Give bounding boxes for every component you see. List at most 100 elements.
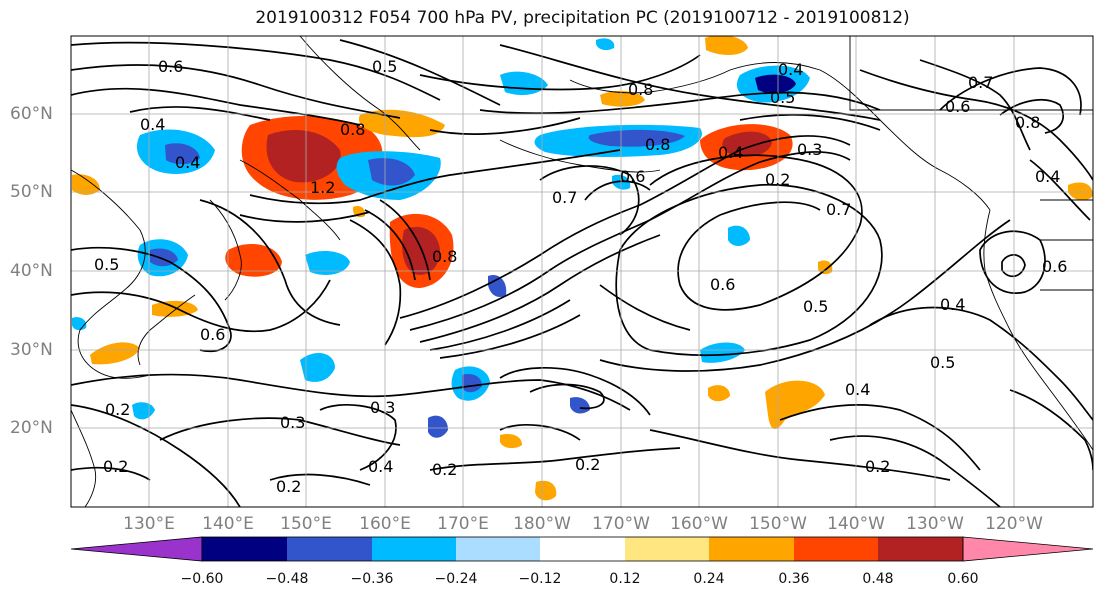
colorbar-tick-label: −0.12 <box>518 571 562 587</box>
contour-label: 0.3 <box>797 140 822 159</box>
precip-positive-area <box>722 131 772 157</box>
precip-negative-area <box>428 415 448 438</box>
colorbar-bin <box>625 537 709 561</box>
pv-contour <box>939 67 1082 116</box>
precip-positive-area <box>266 130 341 183</box>
pv-contour <box>1029 159 1091 221</box>
colorbar-tick-label: 0.36 <box>778 571 810 587</box>
precip-negative-area <box>300 353 335 382</box>
pv-contour <box>269 473 371 486</box>
contour-label: 0.2 <box>865 457 890 476</box>
coastline-path <box>71 169 151 379</box>
coastline-path <box>569 62 821 94</box>
pv-contour <box>439 314 581 359</box>
longitude-label: 160°E <box>359 514 411 534</box>
contour-label: 0.5 <box>803 297 828 316</box>
pv-contour <box>539 165 640 236</box>
pv-contour <box>615 183 883 357</box>
contour-label: 0.4 <box>140 115 165 134</box>
longitude-label: 170°W <box>592 514 650 534</box>
colorbar-tick-label: −0.36 <box>350 571 394 587</box>
contour-label: 0.7 <box>552 188 577 207</box>
contour-label: 0.6 <box>710 275 735 294</box>
contour-label: 0.8 <box>340 120 365 139</box>
contour-label: 0.8 <box>432 247 457 266</box>
latitude-label: 50°N <box>10 182 53 202</box>
contour-label: 0.2 <box>432 460 457 479</box>
contour-label: 0.5 <box>372 57 397 76</box>
precip-negative-area <box>755 74 796 94</box>
contour-label: 0.2 <box>103 457 128 476</box>
precip-negative-area <box>570 397 590 414</box>
pv-contour <box>499 367 651 416</box>
pv-contour <box>129 106 271 121</box>
colorbar-frame <box>201 536 964 562</box>
colorbar <box>70 536 1094 562</box>
colorbar-extend-low <box>70 536 203 562</box>
contour-label: 0.6 <box>200 325 225 344</box>
coastline-path <box>137 294 196 366</box>
precip-positive-area <box>1068 182 1093 201</box>
pv-contour <box>584 180 651 201</box>
precip-positive-area <box>708 385 730 402</box>
colorbar-bin <box>540 537 625 561</box>
pv-contour <box>339 39 501 106</box>
pv-contour <box>319 404 397 471</box>
contour-label: 1.2 <box>310 178 335 197</box>
contour-label: 0.3 <box>370 398 395 417</box>
latitude-label: 60°N <box>10 104 53 124</box>
pv-contour <box>649 429 951 481</box>
contour-label: 0.4 <box>778 60 803 79</box>
pv-contour <box>71 246 232 353</box>
pv-contour <box>429 117 581 135</box>
colorbar-tick-label: −0.24 <box>434 571 478 587</box>
contour-label: 0.4 <box>175 153 200 172</box>
pv-contour <box>829 435 1001 507</box>
longitude-label: 180°W <box>513 514 571 534</box>
pv-contour <box>249 149 621 205</box>
pv-contour <box>71 41 441 101</box>
latitude-label: 40°N <box>10 261 53 281</box>
coastline-path <box>239 159 341 241</box>
contour-label: 0.4 <box>845 380 870 399</box>
precip-positive-area <box>500 434 522 449</box>
colorbar-tick-label: −0.60 <box>180 571 224 587</box>
contour-label: 0.8 <box>1015 113 1040 132</box>
pv-contour <box>71 404 241 507</box>
latitude-label: 20°N <box>10 418 53 438</box>
longitude-label: 130°E <box>123 514 175 534</box>
colorbar-bin <box>202 537 287 561</box>
coastline-path <box>849 36 1093 111</box>
precip-negative-area <box>462 374 482 393</box>
pv-contour <box>499 424 581 441</box>
map-graticule <box>71 36 1093 507</box>
pv-contour <box>529 383 605 410</box>
pv-contours <box>71 39 1093 507</box>
precip-negative-area <box>596 38 615 51</box>
colorbar-bin <box>456 537 540 561</box>
pv-contour <box>499 44 881 121</box>
contour-label: 0.8 <box>645 135 670 154</box>
precip-negative-area <box>700 342 745 363</box>
contour-label: 0.6 <box>1042 257 1067 276</box>
contour-label: 0.4 <box>940 295 965 314</box>
pv-contour <box>399 135 851 319</box>
precip-negative-area <box>500 71 548 96</box>
precip-positive-area <box>705 36 748 55</box>
precip-negative-area <box>368 158 415 186</box>
pv-contour <box>239 211 371 223</box>
coastline-path <box>209 199 242 301</box>
pv-contour <box>71 87 361 126</box>
pv-contour <box>419 234 661 343</box>
contour-label: 0.2 <box>105 400 130 419</box>
precip-negative-area <box>132 402 155 420</box>
contour-label: 0.4 <box>368 457 393 476</box>
latitude-label: 30°N <box>10 340 53 360</box>
colorbar-tick-label: 0.60 <box>947 571 979 587</box>
longitude-label: 130°W <box>906 514 964 534</box>
pv-contour <box>599 284 691 331</box>
precip-positive-area <box>818 260 833 275</box>
colorbar-tick-label: 0.12 <box>609 571 641 587</box>
pv-contour <box>429 299 571 351</box>
